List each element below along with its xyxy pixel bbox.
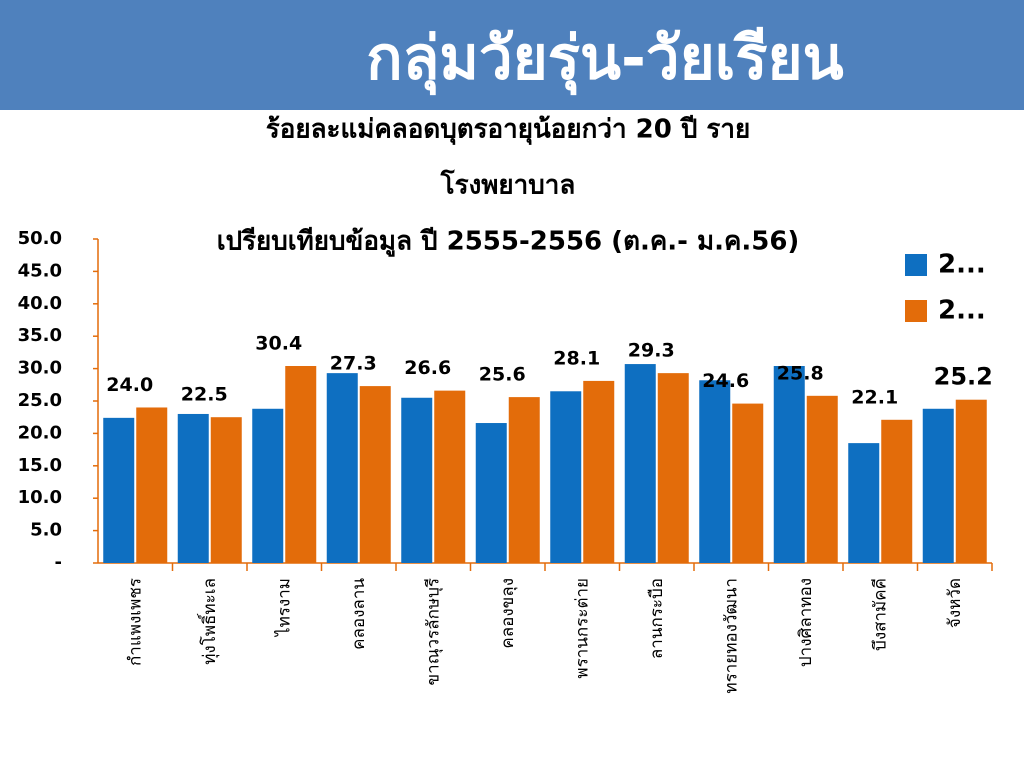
x-tick-label: ทุ่งโพธิ์ทะเล: [197, 578, 220, 665]
bar: [732, 403, 764, 563]
data-label: 24.0: [106, 374, 153, 396]
bar: [848, 443, 880, 563]
x-tick-label: ลานกระบือ: [647, 578, 667, 659]
y-tick-label: 40.0: [18, 293, 62, 314]
chart-title: เปรียบเทียบข้อมูล ปี 2555-2556 (ต.ค.- ม.…: [217, 227, 800, 258]
data-label: 27.3: [330, 353, 377, 375]
y-tick-label: 25.0: [18, 390, 62, 411]
bar: [359, 386, 391, 563]
bar: [210, 417, 242, 563]
y-tick-label: 20.0: [18, 422, 62, 443]
data-label: 25.6: [479, 364, 526, 386]
y-tick-label: 35.0: [18, 325, 62, 346]
x-tick-label: ทรายทองวัฒนา: [721, 578, 741, 694]
legend-swatch: [905, 300, 927, 322]
y-tick-label: -: [55, 552, 62, 573]
x-tick-label: ปางศิลาทอง: [796, 578, 816, 667]
data-label: 30.4: [255, 333, 302, 355]
data-label: 26.6: [404, 357, 451, 379]
x-tick-label: กำแพงเพชร: [125, 578, 145, 666]
header-band: [0, 0, 1024, 110]
data-label: 25.2: [934, 363, 993, 391]
data-label: 28.1: [553, 347, 600, 369]
bar: [922, 408, 954, 563]
bar: [103, 417, 135, 563]
x-tick-label: จังหวัด: [945, 578, 965, 628]
data-label: 22.1: [851, 386, 898, 408]
bar: [475, 423, 507, 563]
bar: [285, 366, 317, 563]
data-label: 24.6: [702, 370, 749, 392]
y-tick-label: 50.0: [18, 228, 62, 249]
bar: [252, 408, 284, 563]
legend-swatch: [905, 254, 927, 276]
x-tick-label: คลองขลุง: [498, 578, 518, 649]
legend-label: 2...: [938, 296, 986, 326]
data-label: 22.5: [181, 384, 228, 406]
chart-title: โรงพยาบาล: [440, 169, 576, 201]
bar: [136, 407, 168, 563]
y-tick-label: 5.0: [30, 520, 62, 541]
y-tick-label: 15.0: [18, 455, 62, 476]
bar: [657, 373, 689, 563]
x-tick-label: ไทรงาม: [273, 578, 294, 638]
bar: [806, 395, 838, 563]
slide-title: กลุ่มวัยรุ่น-วัยเรียน: [366, 24, 843, 96]
data-label: 25.8: [777, 362, 824, 384]
bar: [955, 399, 987, 563]
bar: [508, 397, 540, 563]
bar: [550, 391, 582, 563]
bar: [624, 364, 656, 563]
x-tick-label: ขาณุวรลักษบุรี: [423, 578, 443, 685]
bar: [583, 380, 615, 563]
data-label: 29.3: [628, 340, 675, 362]
bar: [434, 390, 466, 563]
chart-title: ร้อยละแม่คลอดบุตรอายุน้อยกว่า 20 ปี ราย: [266, 115, 750, 146]
bar: [401, 397, 433, 563]
y-tick-label: 30.0: [18, 358, 62, 379]
x-tick-label: พรานกระต่าย: [572, 578, 592, 679]
bar: [177, 413, 209, 563]
bar: [881, 419, 913, 563]
x-tick-label: คลองลาน: [349, 578, 369, 650]
y-tick-label: 45.0: [18, 260, 62, 281]
legend-label: 2...: [938, 250, 986, 280]
bar: [326, 373, 358, 563]
y-tick-label: 10.0: [18, 487, 62, 508]
bar: [773, 366, 805, 563]
bar: [699, 380, 731, 563]
x-tick-label: บึงสามัคคี: [870, 578, 890, 651]
